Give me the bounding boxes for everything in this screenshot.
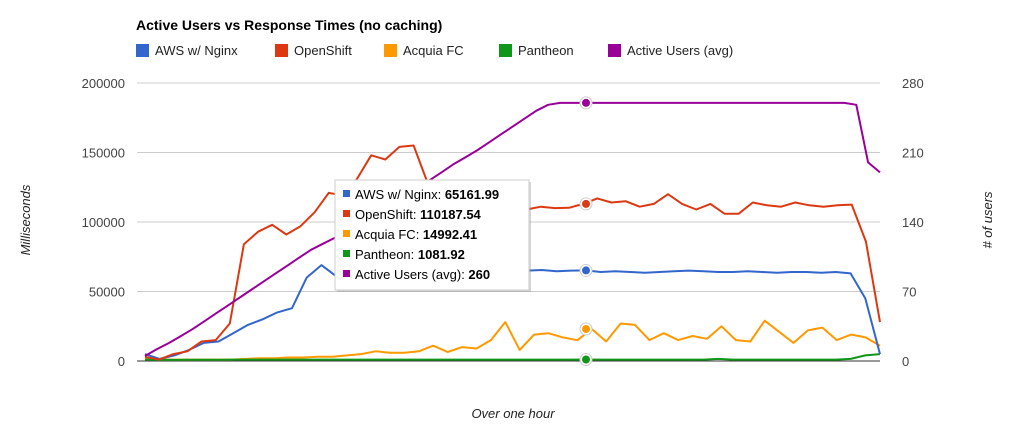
tooltip-row: Acquia FC: 14992.41 xyxy=(355,227,477,242)
tooltip-label: Active Users (avg): xyxy=(355,267,468,282)
legend-label: Pantheon xyxy=(518,43,574,58)
chart-title: Active Users vs Response Times (no cachi… xyxy=(136,17,442,33)
tooltip-swatch xyxy=(343,250,350,257)
legend-label: Acquia FC xyxy=(403,43,464,58)
legend-item[interactable]: Active Users (avg) xyxy=(608,43,733,58)
tooltip-value: 110187.54 xyxy=(420,207,482,222)
series-line[interactable] xyxy=(144,101,881,357)
tooltip-swatch xyxy=(343,270,350,277)
focus-point[interactable] xyxy=(582,199,590,208)
y-tick-label: 150000 xyxy=(82,146,125,161)
tooltip-swatch xyxy=(343,230,350,237)
focus-point[interactable] xyxy=(582,98,590,107)
y2-tick-label: 0 xyxy=(902,354,909,369)
tooltip-value: 65161.99 xyxy=(445,187,499,202)
legend-item[interactable]: Acquia FC xyxy=(384,43,464,58)
tooltip-box xyxy=(334,179,530,291)
tooltip-value: 260 xyxy=(468,267,490,282)
legend-item[interactable]: AWS w/ Nginx xyxy=(136,43,238,58)
y-tick-label: 0 xyxy=(118,354,125,369)
legend[interactable]: AWS w/ Nginx OpenShift Acquia FC Pantheon Ac… xyxy=(136,43,733,58)
y-tick-label: 200000 xyxy=(82,76,125,91)
focus-point[interactable] xyxy=(582,266,590,275)
y2-axis-label: # of users xyxy=(980,191,995,249)
y-tick-label: 100000 xyxy=(82,215,125,230)
legend-item[interactable]: Pantheon xyxy=(499,43,574,58)
tooltip-label: Acquia FC: xyxy=(355,227,423,242)
y2-tick-label: 210 xyxy=(902,146,924,161)
y2-tick-label: 280 xyxy=(902,76,924,91)
y-axis-label: Milliseconds xyxy=(18,184,33,255)
tooltip-swatch xyxy=(343,190,350,197)
tooltip: AWS w/ Nginx: 65161.99 OpenShift: 110187.… xyxy=(334,179,531,292)
x-axis-label: Over one hour xyxy=(471,406,555,421)
tooltip-swatch xyxy=(343,210,350,217)
tooltip-label: Pantheon: xyxy=(355,247,418,262)
tooltip-row: OpenShift: 110187.54 xyxy=(355,207,482,222)
focus-markers[interactable] xyxy=(579,96,593,366)
legend-swatch xyxy=(136,44,149,57)
tooltip-value: 1081.92 xyxy=(418,247,465,262)
focus-point[interactable] xyxy=(582,355,590,364)
focus-point[interactable] xyxy=(582,325,590,334)
legend-swatch xyxy=(499,44,512,57)
tooltip-label: OpenShift: xyxy=(355,207,420,222)
y2-tick-label: 140 xyxy=(902,215,924,230)
y-axis-right: 0 70 140 210 280 xyxy=(902,76,924,369)
tooltip-value: 14992.41 xyxy=(423,227,477,242)
y-tick-label: 50000 xyxy=(89,285,125,300)
tooltip-row: Pantheon: 1081.92 xyxy=(355,247,465,262)
legend-swatch xyxy=(384,44,397,57)
legend-swatch xyxy=(608,44,621,57)
tooltip-row: Active Users (avg): 260 xyxy=(355,267,490,282)
y2-tick-label: 70 xyxy=(902,285,916,300)
tooltip-row: AWS w/ Nginx: 65161.99 xyxy=(355,187,499,202)
legend-label: AWS w/ Nginx xyxy=(155,43,238,58)
y-axis-left: 0 50000 100000 150000 200000 xyxy=(82,76,125,369)
legend-item[interactable]: OpenShift xyxy=(275,43,352,58)
series-line[interactable] xyxy=(144,319,881,361)
legend-label: OpenShift xyxy=(294,43,352,58)
series-line[interactable] xyxy=(144,353,881,361)
legend-label: Active Users (avg) xyxy=(627,43,733,58)
legend-swatch xyxy=(275,44,288,57)
tooltip-label: AWS w/ Nginx: xyxy=(355,187,445,202)
